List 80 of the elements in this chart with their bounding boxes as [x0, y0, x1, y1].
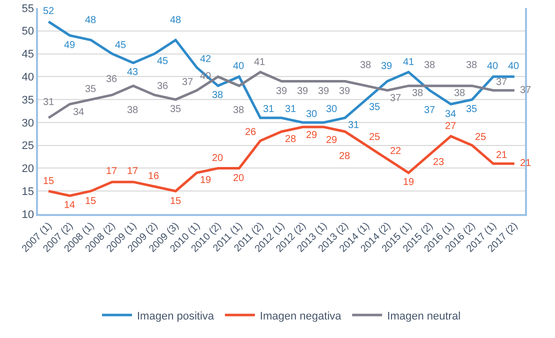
- data-label: 38: [466, 60, 478, 71]
- data-label: 31: [263, 104, 275, 115]
- data-label: 38: [412, 88, 424, 99]
- data-label: 31: [43, 97, 55, 108]
- legend-label: Imagen neutral: [387, 310, 461, 322]
- data-label: 38: [212, 90, 224, 101]
- data-label: 36: [157, 81, 169, 92]
- data-label: 19: [200, 175, 212, 186]
- y-tick-label: 30: [22, 117, 34, 130]
- data-label: 39: [276, 86, 288, 97]
- data-label: 31: [348, 120, 360, 131]
- data-label: 39: [318, 86, 330, 97]
- data-label: 40: [487, 61, 499, 72]
- data-label: 14: [64, 200, 76, 211]
- data-label: 26: [245, 127, 257, 138]
- data-label: 52: [43, 6, 55, 17]
- data-label: 15: [43, 176, 55, 187]
- data-label: 22: [390, 146, 402, 157]
- data-label: 34: [73, 107, 85, 118]
- data-label: 43: [127, 67, 139, 78]
- legend-label: Imagen negativa: [260, 310, 342, 322]
- data-label: 37: [424, 105, 436, 116]
- data-label: 19: [403, 177, 415, 188]
- data-label: 17: [127, 166, 139, 177]
- data-label: 49: [64, 40, 76, 51]
- data-label: 25: [475, 132, 487, 143]
- data-label: 16: [148, 171, 160, 182]
- data-label: 45: [157, 56, 169, 67]
- data-label: 35: [85, 84, 97, 95]
- data-label: 20: [212, 153, 224, 164]
- data-label: 29: [306, 130, 318, 141]
- y-tick-label: 10: [22, 208, 34, 221]
- legend-label: Imagen positiva: [137, 310, 215, 322]
- y-tick-label: 40: [22, 72, 34, 84]
- y-tick-label: 35: [22, 94, 34, 106]
- data-label: 27: [445, 121, 457, 132]
- data-label: 21: [496, 150, 508, 161]
- data-label: 40: [508, 61, 520, 72]
- data-label: 38: [127, 105, 139, 116]
- data-label: 41: [403, 57, 415, 68]
- data-label: 40: [233, 61, 245, 72]
- data-label: 35: [466, 104, 478, 115]
- y-tick-label: 55: [22, 2, 34, 15]
- data-label: 35: [170, 104, 182, 115]
- y-tick-label: 50: [22, 26, 34, 38]
- data-label: 29: [326, 135, 338, 146]
- data-label: 45: [115, 40, 127, 51]
- data-label: 41: [254, 57, 266, 68]
- data-label: 15: [85, 196, 97, 207]
- data-label: 38: [454, 88, 466, 99]
- data-label: 25: [369, 132, 381, 143]
- y-tick-label: 45: [22, 48, 34, 61]
- data-label: 23: [433, 157, 445, 168]
- data-label: 34: [445, 109, 457, 120]
- data-label: 37: [182, 77, 194, 88]
- data-label: 38: [360, 60, 372, 71]
- data-label: 38: [424, 60, 436, 71]
- data-label: 30: [326, 104, 338, 115]
- y-tick-label: 25: [22, 140, 34, 152]
- data-label: 15: [170, 196, 182, 207]
- data-label: 28: [339, 151, 351, 162]
- data-label: 42: [200, 54, 212, 65]
- y-tick-label: 20: [22, 163, 34, 176]
- data-label: 38: [233, 105, 245, 116]
- data-label: 21: [520, 158, 532, 169]
- y-tick-label: 15: [22, 186, 34, 198]
- data-label: 39: [297, 86, 309, 97]
- data-label: 39: [381, 61, 393, 72]
- data-label: 20: [233, 173, 245, 184]
- data-label: 17: [106, 166, 118, 177]
- data-label: 28: [285, 134, 297, 145]
- data-label: 39: [339, 86, 351, 97]
- data-label: 48: [170, 15, 182, 26]
- data-label: 37: [390, 93, 402, 104]
- data-label: 30: [306, 109, 318, 120]
- data-label: 36: [106, 74, 118, 85]
- data-label: 48: [85, 15, 97, 26]
- data-label: 35: [369, 102, 381, 113]
- data-label: 37: [496, 77, 508, 88]
- data-label: 31: [285, 104, 297, 115]
